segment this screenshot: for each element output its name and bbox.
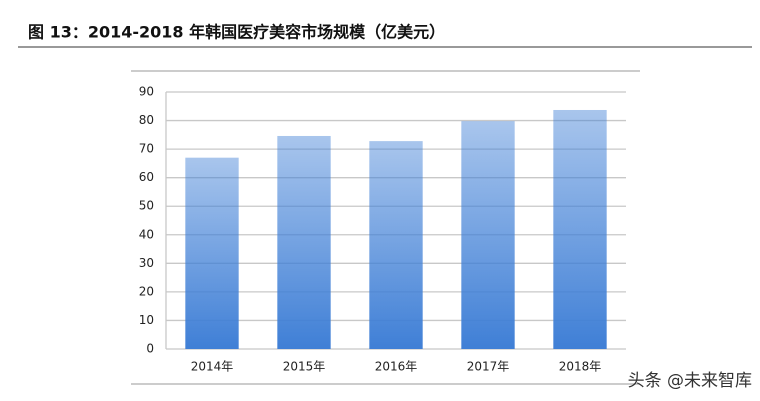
y-tick-label: 60 [139, 170, 154, 184]
bar [185, 157, 239, 349]
bar [277, 135, 331, 349]
y-tick-label: 40 [139, 227, 154, 241]
y-tick-label: 80 [139, 113, 154, 127]
x-tick-label: 2018年 [559, 360, 602, 374]
x-tick-label: 2015年 [283, 360, 326, 374]
x-tick-label: 2017年 [467, 360, 510, 374]
x-tick-label: 2014年 [191, 360, 234, 374]
y-tick-label: 70 [139, 142, 154, 156]
chart-title: 图 13：2014-2018 年韩国医疗美容市场规模（亿美元） [28, 23, 445, 42]
y-tick-label: 50 [139, 199, 154, 213]
bar [461, 121, 515, 349]
watermark: 头条 @未来智库 [628, 371, 752, 391]
bar [369, 141, 423, 349]
y-tick-label: 10 [139, 313, 154, 327]
y-tick-label: 90 [139, 85, 154, 99]
x-tick-label: 2016年 [375, 360, 418, 374]
y-tick-label: 30 [139, 256, 154, 270]
y-tick-label: 20 [139, 284, 154, 298]
y-tick-label: 0 [146, 342, 154, 356]
bar [553, 109, 607, 350]
